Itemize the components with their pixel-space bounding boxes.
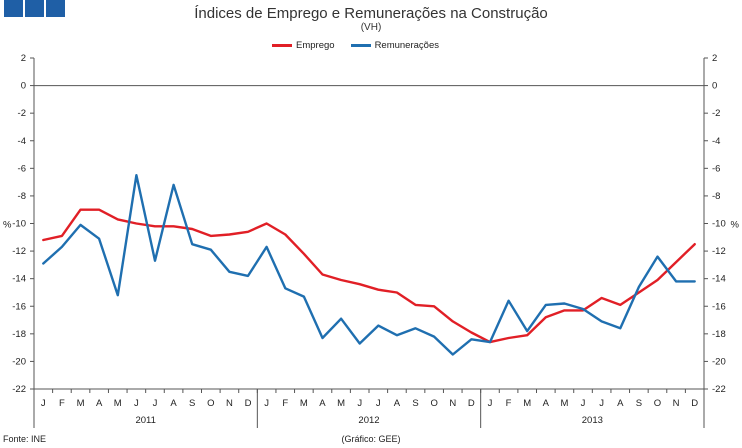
x-tick-label: D (468, 398, 475, 409)
series-line-remuneracoes (42, 173, 696, 356)
x-tick-label: J (41, 398, 46, 409)
logo-square-icon (25, 0, 44, 17)
year-label: 2013 (582, 415, 603, 426)
x-tick-label: F (506, 398, 512, 409)
x-tick-label: J (357, 398, 362, 409)
year-label: 2012 (358, 415, 379, 426)
footer-source: Fonte: INE (3, 434, 47, 444)
legend-label-remuneracoes: Remunerações (374, 40, 439, 51)
x-tick-label: N (449, 398, 456, 409)
x-tick-label: J (264, 398, 269, 409)
x-tick-label: J (376, 398, 381, 409)
x-tick-label: O (654, 398, 661, 409)
x-tick-label: A (394, 398, 401, 409)
x-tick-label: N (226, 398, 233, 409)
y-tick-label-left: -22 (12, 384, 26, 395)
legend-item-remuneracoes: Remunerações (350, 40, 439, 51)
year-label: 2011 (135, 415, 155, 426)
footer-credit: (Gráfico: GEE) (341, 434, 401, 444)
x-tick-label: S (189, 398, 195, 409)
x-tick-label: M (560, 398, 568, 409)
x-tick-label: J (134, 398, 139, 409)
x-tick-label: F (282, 398, 288, 409)
y-tick-label-right: 2 (712, 53, 717, 64)
x-tick-label: D (245, 398, 252, 409)
legend-swatch-remuneracoes (350, 44, 371, 47)
logo-square-icon (4, 0, 23, 17)
x-tick-label: J (488, 398, 493, 409)
x-tick-label: J (153, 398, 158, 409)
y-tick-label-right: -2 (712, 108, 720, 119)
legend-item-emprego: Emprego (272, 40, 335, 51)
y-tick-label-left: 0 (21, 81, 26, 92)
y-tick-label-right: -22 (712, 384, 726, 395)
x-tick-label: A (319, 398, 326, 409)
chart-subtitle: (VH) (360, 22, 382, 33)
x-tick-label: M (114, 398, 122, 409)
y-axis-label-left: % (3, 220, 12, 231)
y-tick-label-left: -14 (12, 274, 26, 285)
y-tick-label-left: -16 (12, 301, 26, 312)
y-tick-label-right: -14 (712, 274, 726, 285)
y-tick-label-left: -2 (18, 108, 26, 119)
x-tick-label: A (543, 398, 550, 409)
legend-swatch-emprego (272, 44, 292, 47)
x-tick-label: J (581, 398, 586, 409)
logo-square-icon (46, 0, 65, 17)
y-tick-label-left: -8 (18, 191, 26, 202)
y-tick-label-right: 0 (712, 81, 717, 92)
legend-label-emprego: Emprego (296, 40, 335, 51)
logo (4, 0, 65, 17)
x-tick-label: M (300, 398, 308, 409)
x-tick-label: M (77, 398, 85, 409)
x-tick-label: O (430, 398, 437, 409)
x-tick-label: A (170, 398, 177, 409)
y-tick-label-right: -12 (712, 246, 726, 257)
y-tick-label-right: -6 (712, 163, 720, 174)
y-tick-label-left: -4 (18, 136, 26, 147)
y-axis-label-right: % (731, 220, 740, 231)
y-tick-label-right: -10 (712, 219, 726, 230)
x-tick-label: S (636, 398, 642, 409)
x-tick-label: M (523, 398, 531, 409)
x-tick-label: N (673, 398, 680, 409)
y-tick-label-left: -6 (18, 163, 26, 174)
x-tick-label: M (337, 398, 345, 409)
x-tick-label: A (96, 398, 103, 409)
y-tick-label-left: -20 (12, 356, 26, 367)
y-tick-label-left: -12 (12, 246, 26, 257)
x-tick-label: S (412, 398, 418, 409)
y-tick-label-right: -16 (712, 301, 726, 312)
x-tick-label: A (617, 398, 624, 409)
y-tick-label-left: -10 (12, 219, 26, 230)
chart-legend: Emprego Remunerações (272, 40, 455, 51)
y-tick-label-right: -8 (712, 191, 720, 202)
y-tick-label-left: 2 (21, 53, 26, 64)
y-tick-label-right: -20 (712, 356, 726, 367)
x-tick-label: D (691, 398, 698, 409)
x-tick-label: O (207, 398, 214, 409)
chart-title: Índices de Emprego e Remunerações na Con… (194, 5, 548, 22)
x-tick-label: F (59, 398, 65, 409)
series-line-emprego (42, 208, 696, 344)
y-tick-label-right: -18 (712, 329, 726, 340)
y-tick-label-left: -18 (12, 329, 26, 340)
y-tick-label-right: -4 (712, 136, 720, 147)
x-tick-label: J (599, 398, 604, 409)
